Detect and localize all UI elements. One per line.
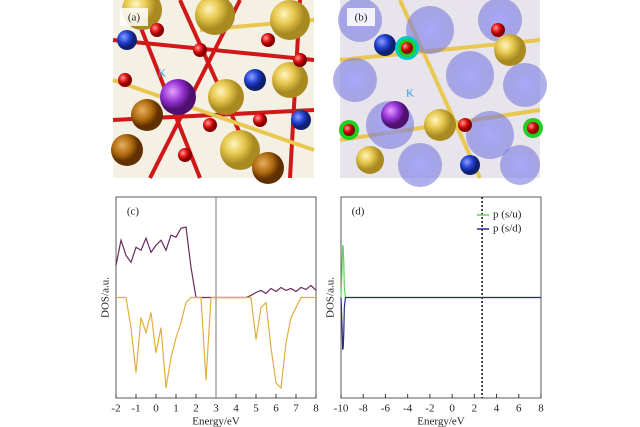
x-tick-label: 6 — [516, 403, 522, 415]
panel-label: (d) — [352, 206, 365, 218]
atom-label: K — [406, 88, 414, 100]
x-tick-label: -2 — [425, 403, 434, 415]
x-tick-label: 6 — [273, 403, 279, 415]
chart: -10 -8 -6 -4 -2 0 2 4 6 8 Energy/eV DOS/a.u. (d) p (s… — [325, 196, 544, 427]
panel-label: (a) — [128, 12, 141, 24]
x-tick-label: 4 — [233, 403, 239, 415]
x-tick-label: 7 — [293, 403, 299, 415]
x-tick-label: 8 — [313, 403, 319, 415]
x-tick-label: -4 — [403, 403, 413, 415]
series-line — [116, 296, 316, 390]
chart: -2 -1 0 1 2 3 4 5 6 7 8 Energy/eV DOS/a.u. (c) — [100, 196, 319, 427]
x-tick-label: 4 — [494, 403, 500, 415]
panel-label: (b) — [355, 12, 368, 24]
panel-label: (c) — [127, 206, 140, 218]
series-line — [340, 245, 541, 299]
x-tick-label: 2 — [472, 403, 478, 415]
x-tick-label: -6 — [381, 403, 391, 415]
legend-label: p (s/d) — [493, 223, 522, 235]
x-tick-label: 2 — [193, 403, 199, 415]
x-tick-label: 0 — [449, 403, 455, 415]
x-tick-label: 8 — [538, 403, 544, 415]
x-tick-label: 1 — [173, 403, 179, 415]
x-tick-label: 5 — [253, 403, 259, 415]
y-axis-label: DOS/a.u. — [100, 277, 112, 318]
x-axis-label: Energy/eV — [192, 416, 240, 427]
x-tick-label: -1 — [131, 403, 140, 415]
x-axis-label: Energy/eV — [417, 416, 465, 427]
series-line — [340, 296, 541, 350]
x-tick-label: 3 — [213, 403, 219, 415]
structure-a: (a) K — [111, 0, 315, 184]
x-tick-label: -10 — [334, 403, 349, 415]
y-axis-label: DOS/a.u. — [325, 277, 337, 318]
atom-label: K — [158, 68, 166, 80]
x-tick-label: 0 — [153, 403, 159, 415]
structure-b: (b) K — [333, 0, 547, 187]
legend-label: p (s/u) — [493, 209, 522, 221]
x-tick-label: -2 — [111, 403, 120, 415]
x-tick-label: -8 — [359, 403, 369, 415]
